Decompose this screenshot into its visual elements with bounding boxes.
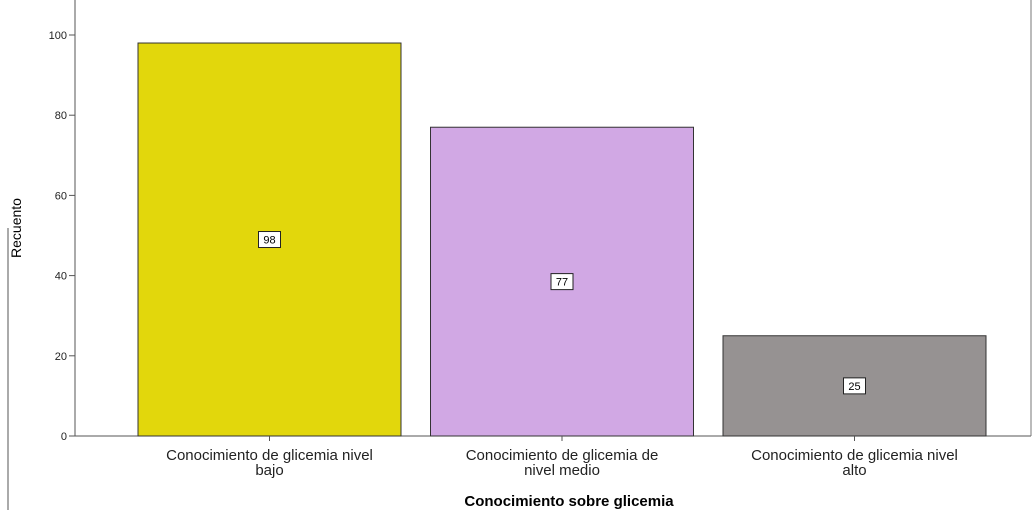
x-tick-label-line: Conocimiento de glicemia de (466, 447, 659, 464)
data-label-box (258, 231, 281, 249)
x-tick-label: Conocimiento de glicemia nivel alto (751, 447, 958, 479)
data-label-box (843, 377, 866, 395)
y-tick-label: 100 (49, 30, 67, 42)
y-tick-label: 60 (55, 190, 67, 202)
x-tick-label-line: alto (842, 462, 866, 479)
plot-area: 0 20 40 60 80 100 98 Conocimiento de glicemia n… (7, 0, 1032, 510)
x-tick-label: Conocimiento de glicemia de nivel medio (466, 447, 659, 479)
data-label-box (550, 273, 574, 291)
data-label: 98 (263, 235, 275, 247)
x-tick-label-line: Conocimiento de glicemia nivel (166, 447, 373, 464)
x-tick-label-line: bajo (255, 462, 283, 479)
x-axis-title: Conocimiento sobre glicemia (464, 493, 674, 510)
y-tick-label: 20 (55, 351, 67, 363)
x-tick-label-line: Conocimiento de glicemia nivel (751, 447, 958, 464)
x-tick-label-line: nivel medio (524, 462, 600, 479)
y-tick-label: 40 (55, 271, 67, 283)
data-label: 25 (848, 381, 860, 393)
y-axis-title: Recuento (8, 198, 24, 258)
x-tick-label: Conocimiento de glicemia nivel bajo (166, 447, 373, 479)
y-tick-label: 0 (61, 431, 67, 443)
y-tick-label: 80 (55, 110, 67, 122)
data-label: 77 (556, 277, 568, 289)
